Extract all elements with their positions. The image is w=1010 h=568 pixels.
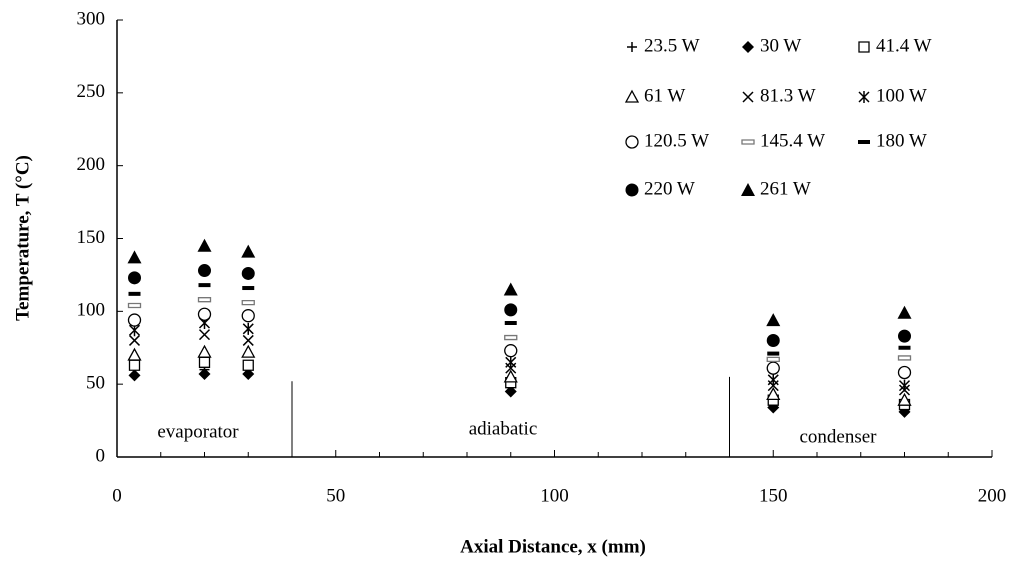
point: [241, 309, 255, 323]
point: [127, 347, 142, 361]
legend-marker: [625, 183, 639, 197]
y-tick-label: 0: [96, 445, 106, 466]
y-tick-label: 50: [86, 373, 105, 394]
point: [127, 302, 142, 309]
legend-marker: [741, 139, 755, 145]
x-axis-label: Axial Distance, x (mm): [460, 536, 646, 557]
point: [127, 250, 142, 264]
point: [898, 379, 911, 392]
point: [503, 282, 518, 296]
legend-label: 220 W: [644, 178, 695, 199]
legend-label: 180 W: [876, 130, 927, 151]
legend-label: 23.5 W: [644, 35, 700, 56]
point: [128, 271, 141, 285]
point: [241, 266, 255, 280]
x-tick-label: 150: [759, 485, 788, 506]
point: [503, 369, 518, 383]
point: [505, 356, 517, 369]
point: [198, 283, 211, 288]
y-tick-label: 300: [77, 8, 106, 29]
point: [197, 344, 212, 358]
point: [197, 238, 212, 252]
point: [198, 264, 211, 278]
x-tick-label: 0: [112, 485, 122, 506]
y-tick-label: 150: [77, 227, 106, 248]
legend-label: 81.3 W: [760, 85, 816, 106]
legend-marker: [858, 91, 870, 103]
point: [897, 305, 912, 319]
legend-label: 41.4 W: [876, 35, 932, 56]
y-tick-label: 250: [77, 81, 106, 102]
point: [241, 244, 256, 258]
point: [766, 333, 780, 347]
x-tick-label: 100: [540, 485, 569, 506]
point: [504, 344, 518, 358]
point: [197, 307, 212, 321]
point: [504, 334, 518, 341]
point: [242, 322, 254, 335]
legend-label: 100 W: [876, 85, 927, 106]
point: [766, 361, 780, 375]
legend-marker: [625, 135, 639, 149]
point: [766, 313, 781, 327]
point: [242, 286, 255, 291]
point: [128, 369, 141, 382]
point: [242, 359, 254, 371]
legend-marker: [624, 89, 640, 103]
point: [197, 297, 212, 303]
legend-label: 61 W: [644, 85, 685, 106]
point: [898, 329, 911, 343]
point: [897, 392, 912, 406]
point: [198, 329, 211, 341]
y-tick-label: 200: [77, 154, 106, 175]
point: [198, 356, 211, 368]
legend-label: 145.4 W: [760, 130, 825, 151]
legend-label: 120.5 W: [644, 130, 709, 151]
point: [766, 387, 781, 401]
x-tick-label: 50: [326, 485, 345, 506]
legend-label: 30 W: [760, 35, 801, 56]
point: [242, 367, 255, 380]
x-tick-label: 200: [978, 485, 1007, 506]
point: [767, 373, 779, 386]
legend-marker: [742, 41, 754, 53]
point: [241, 344, 256, 358]
point: [898, 345, 911, 350]
point: [128, 291, 141, 296]
point: [128, 359, 141, 371]
legend-marker: [858, 140, 870, 144]
legend-marker: [627, 42, 637, 52]
point: [504, 303, 518, 317]
point: [198, 367, 211, 380]
legend-marker: [858, 41, 870, 53]
region-label: adiabatic: [469, 418, 538, 439]
point: [766, 356, 780, 363]
point: [504, 320, 517, 325]
point: [504, 385, 517, 398]
legend-marker: [741, 183, 755, 196]
point: [242, 334, 254, 346]
region-label: condenser: [799, 426, 877, 447]
legend-marker: [742, 91, 754, 103]
point: [767, 351, 780, 356]
y-axis-label: Temperature, T (°C): [12, 155, 33, 321]
region-label: evaporator: [157, 421, 239, 442]
point: [897, 355, 912, 361]
point: [897, 365, 912, 380]
legend-label: 261 W: [760, 178, 811, 199]
y-tick-label: 100: [77, 300, 106, 321]
point: [127, 313, 142, 327]
point: [128, 334, 141, 346]
point: [241, 299, 255, 306]
